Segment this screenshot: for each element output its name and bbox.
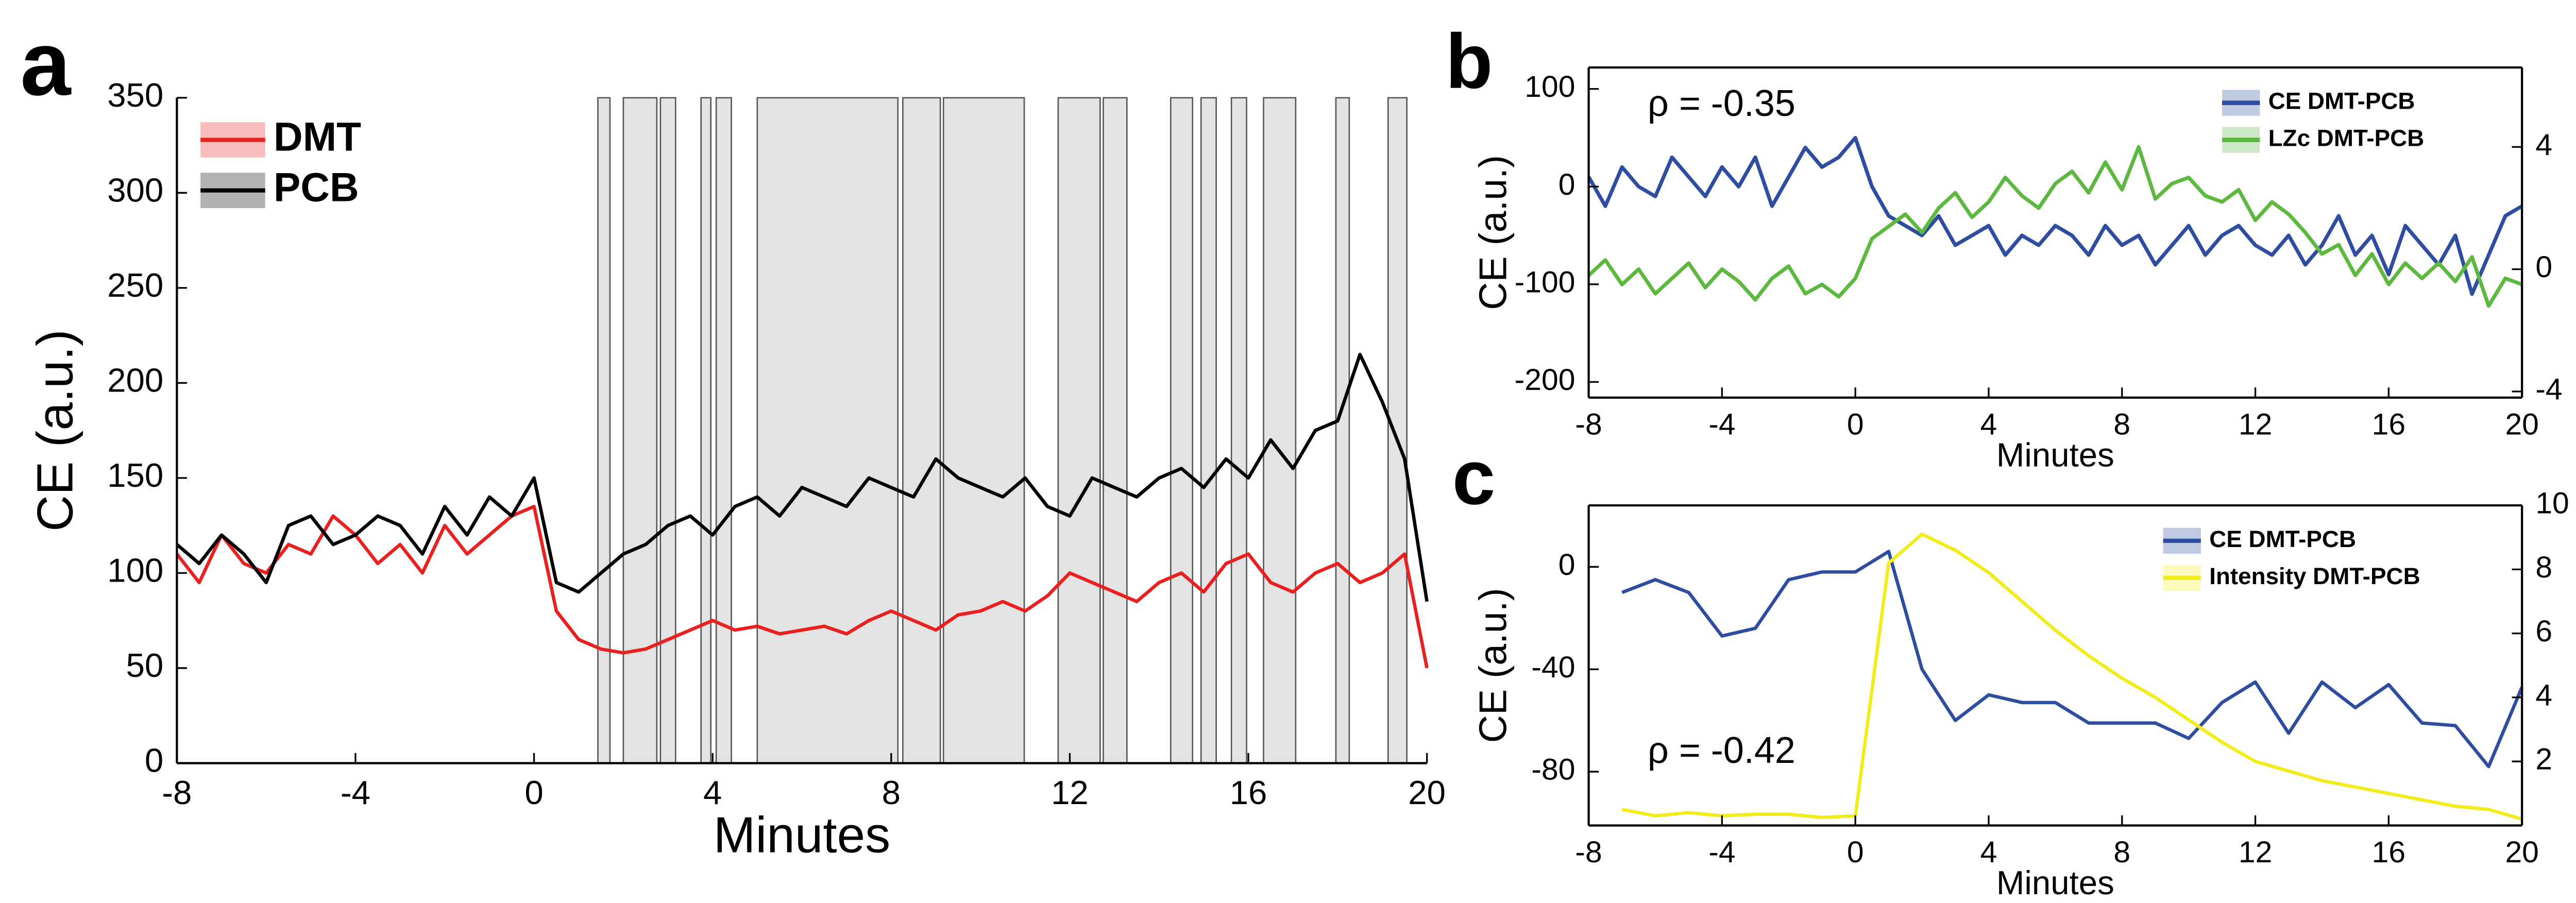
x-tick-label: 16 — [2372, 836, 2405, 869]
series-line — [1587, 145, 2523, 308]
x-tick-label: -4 — [1708, 836, 1735, 869]
annotation: ρ = -0.42 — [1648, 730, 1795, 771]
series-line — [1587, 135, 2523, 296]
y2-tick-label: 8 — [2535, 551, 2552, 584]
shaded-interval — [1170, 97, 1194, 764]
x-tick-label: 16 — [2372, 407, 2405, 441]
y2-tick-label: -4 — [2535, 373, 2562, 406]
y-tick-label: 350 — [107, 76, 163, 114]
series-line — [176, 352, 1429, 602]
shaded-interval — [659, 97, 676, 764]
x-tick-label: 4 — [1980, 836, 1997, 869]
x-tick-label: 12 — [2239, 836, 2272, 869]
shaded-interval — [1230, 97, 1247, 764]
x-tick-label: 20 — [2505, 407, 2538, 441]
series-line — [1621, 550, 2524, 769]
y-tick-label: -40 — [1531, 651, 1575, 684]
y-tick-label: 150 — [107, 456, 163, 494]
shaded-interval — [715, 97, 732, 764]
y-tick-label: 200 — [107, 362, 163, 399]
shaded-interval — [1057, 97, 1101, 764]
x-axis-label: Minutes — [1996, 436, 2114, 474]
x-tick-label: 0 — [524, 774, 543, 811]
shaded-interval — [597, 97, 611, 764]
x-tick-label: 8 — [2113, 836, 2130, 869]
x-axis-label: Minutes — [1996, 864, 2114, 901]
y-tick-label: 0 — [145, 742, 163, 779]
x-axis-label: Minutes — [714, 807, 890, 863]
series-line — [175, 504, 1429, 669]
x-tick-label: -8 — [1575, 407, 1602, 441]
y-tick-label: 50 — [126, 646, 163, 684]
y-axis-label: CE (a.u.) — [1471, 155, 1515, 310]
y2-tick-label: 0 — [2535, 250, 2552, 284]
annotation: ρ = -0.35 — [1648, 83, 1795, 124]
x-tick-label: 8 — [882, 774, 901, 811]
y-tick-label: 0 — [1558, 168, 1575, 201]
shaded-interval — [622, 97, 658, 764]
y-axis-label: CE (a.u.) — [26, 329, 83, 531]
panel-label: a — [20, 13, 72, 114]
panel-label: b — [1446, 18, 1493, 105]
x-tick-label: 12 — [1051, 774, 1089, 811]
x-tick-label: -4 — [1708, 407, 1735, 441]
x-tick-label: 0 — [1847, 407, 1864, 441]
legend-label: CE DMT-PCB — [2209, 526, 2356, 552]
y2-tick-label: 6 — [2535, 615, 2552, 648]
shaded-interval — [1387, 97, 1408, 764]
legend-label: LZc DMT-PCB — [2268, 125, 2425, 151]
series-line — [1621, 532, 2523, 821]
shaded-interval — [1200, 97, 1217, 764]
x-tick-label: 20 — [1408, 774, 1446, 811]
y-tick-label: -80 — [1531, 753, 1575, 787]
shaded-interval — [1263, 97, 1297, 764]
y-tick-label: 100 — [107, 552, 163, 589]
y-tick-label: 250 — [107, 266, 163, 304]
shaded-interval — [1103, 97, 1128, 764]
legend-label: DMT — [274, 114, 361, 159]
x-tick-label: 0 — [1847, 836, 1864, 869]
x-tick-label: -8 — [162, 774, 192, 811]
y-tick-label: 300 — [107, 172, 163, 209]
shaded-interval — [942, 97, 1025, 764]
x-tick-label: 4 — [1980, 407, 1997, 441]
shaded-interval — [902, 97, 941, 764]
legend-label: Intensity DMT-PCB — [2209, 563, 2420, 589]
y2-tick-label: 4 — [2535, 678, 2552, 712]
y-tick-label: 100 — [1524, 70, 1575, 104]
legend-label: PCB — [274, 164, 359, 210]
shaded-interval — [756, 97, 899, 764]
shaded-interval — [700, 97, 712, 764]
y-axis-label: CE (a.u.) — [1471, 588, 1515, 743]
x-tick-label: -8 — [1575, 836, 1602, 869]
y2-tick-label: 10 — [2535, 487, 2569, 520]
y-tick-label: -100 — [1515, 265, 1575, 299]
legend-label: CE DMT-PCB — [2268, 88, 2415, 114]
x-tick-label: -4 — [341, 774, 370, 811]
shaded-interval — [1335, 97, 1350, 764]
x-tick-label: 16 — [1230, 774, 1267, 811]
x-tick-label: 4 — [703, 774, 722, 811]
x-tick-label: 20 — [2505, 836, 2538, 869]
panel-label: c — [1452, 434, 1496, 520]
y-tick-label: 0 — [1558, 548, 1575, 582]
y-tick-label: -200 — [1515, 363, 1575, 397]
y2-tick-label: 4 — [2535, 128, 2552, 162]
y2-tick-label: 2 — [2535, 743, 2552, 776]
x-tick-label: 8 — [2113, 407, 2130, 441]
x-tick-label: 12 — [2239, 407, 2272, 441]
